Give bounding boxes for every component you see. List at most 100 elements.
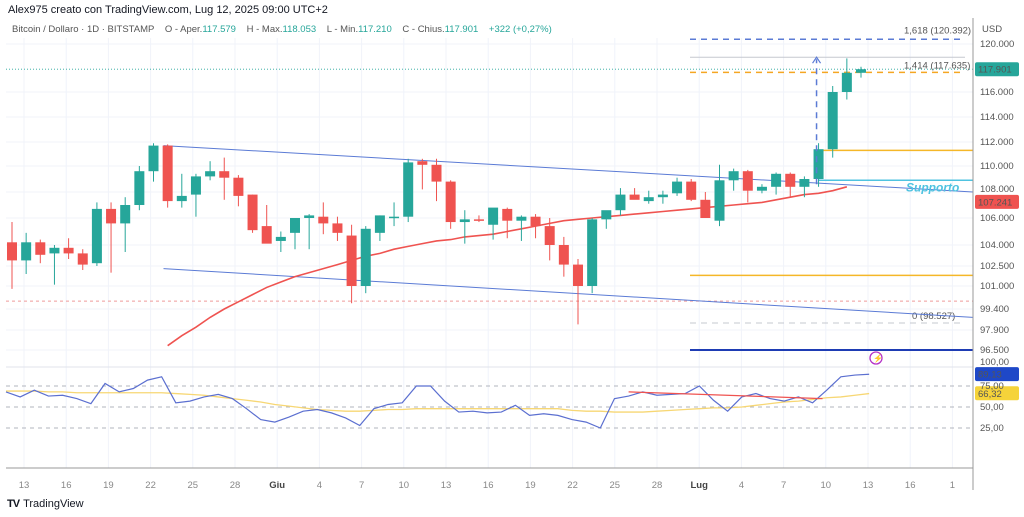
candle <box>756 184 767 194</box>
symbol-label[interactable]: Bitcoin / Dollaro · 1D · BITSTAMP <box>12 24 155 35</box>
candle <box>827 86 838 158</box>
time-tick-label: 10 <box>821 480 832 491</box>
time-tick-label: 25 <box>188 480 199 491</box>
time-tick-label: 19 <box>103 480 114 491</box>
candle <box>35 239 46 264</box>
candle-body <box>21 242 32 261</box>
candle-body <box>785 173 796 187</box>
candle-body <box>544 226 555 245</box>
price-tick-label: 96.500 <box>980 345 1009 356</box>
candle <box>374 215 385 241</box>
candle-body <box>346 235 357 286</box>
rsi-divergence-line <box>628 391 823 400</box>
candle <box>247 194 258 233</box>
candle <box>813 143 824 187</box>
candle-body <box>318 216 329 224</box>
candle-body <box>459 219 470 223</box>
candle-body <box>275 236 286 241</box>
candle-body <box>502 208 513 221</box>
candle-body <box>35 242 46 255</box>
candle <box>261 205 272 244</box>
candle-body <box>7 242 17 261</box>
candle <box>516 215 527 241</box>
rsi-value-badge-bg <box>975 367 1019 382</box>
candle-body <box>700 199 711 218</box>
candle-body <box>516 216 527 221</box>
support-label: Supporto <box>906 180 959 194</box>
upper-trendline <box>163 145 974 193</box>
high-label: H - Max. <box>246 24 283 35</box>
candle <box>403 158 414 223</box>
candle <box>134 166 145 211</box>
rsi-tick-label: 50,00 <box>980 402 1004 413</box>
candle-body <box>190 176 201 195</box>
candle-body <box>530 216 541 227</box>
candle-body <box>374 215 385 233</box>
price-levels: 1,618 (120.392) 1,414 (117.635) 0 (98.527) <box>6 25 973 351</box>
candle <box>629 188 640 200</box>
price-tick-label: 120.000 <box>980 39 1014 50</box>
time-tick-label: Giu <box>269 480 285 491</box>
price-tick-label: 106.000 <box>980 213 1014 224</box>
candle <box>601 210 612 229</box>
candle-body <box>304 215 315 218</box>
last-price-badge-bg <box>975 62 1019 77</box>
change-value: +322 (+0,27%) <box>488 24 552 35</box>
candle-body <box>756 186 767 191</box>
candle <box>275 231 286 252</box>
price-tick-label: 97.900 <box>980 325 1009 336</box>
candle-body <box>106 208 117 224</box>
tradingview-logo-text: TradingView <box>23 498 84 510</box>
last-price-badge: 117.901 <box>978 65 1012 76</box>
candle-body <box>488 207 499 225</box>
tradingview-logo-icon: TV <box>7 498 20 510</box>
time-tick-label: 13 <box>863 480 874 491</box>
candle <box>771 172 782 195</box>
close-value: 117.901 <box>444 24 479 35</box>
price-tick-label: 101.000 <box>980 281 1014 292</box>
candle <box>643 190 654 204</box>
candle-body <box>162 145 173 202</box>
candle-body <box>134 171 145 205</box>
candle-body <box>856 69 866 73</box>
time-tick-label: 22 <box>567 480 578 491</box>
candle-body <box>233 177 244 196</box>
candle <box>558 236 569 277</box>
candle-body <box>728 171 739 181</box>
lower-trendline <box>163 268 974 318</box>
candle-body <box>672 181 683 194</box>
candle-body <box>332 223 343 233</box>
candle-body <box>686 181 697 200</box>
ma-value-badge-bg <box>975 194 1019 209</box>
arrow-head-icon <box>812 56 822 64</box>
candle <box>148 143 159 182</box>
time-tick-label: 10 <box>399 480 410 491</box>
candle <box>742 169 753 203</box>
candle <box>445 180 456 229</box>
candle <box>360 226 371 294</box>
candle-body <box>91 208 102 264</box>
candle <box>841 58 852 100</box>
tradingview-logo[interactable]: TV TradingView <box>7 498 84 510</box>
candle <box>205 161 216 181</box>
candle <box>346 224 357 304</box>
rsi-tick-label: 75,00 <box>980 381 1004 392</box>
candle-body <box>799 179 810 187</box>
candle <box>389 202 400 227</box>
candle-body <box>742 171 753 191</box>
rsi-line <box>5 373 870 429</box>
time-axis: 13 16 19 22 25 28 Giu 4 7 10 13 16 19 22 25 28 Lug 4 7 10 13… <box>19 480 955 491</box>
time-tick-label: Lug <box>690 480 708 491</box>
candle <box>544 218 555 261</box>
fib-0-label: 0 (98.527) <box>912 311 955 322</box>
candle <box>162 144 173 208</box>
candle-body <box>558 245 569 265</box>
low-label: L - Min. <box>326 24 359 35</box>
time-tick-label: 28 <box>652 480 663 491</box>
rsi-pane: 89,13 66,32 100,00 75,00 50,00 25,00 <box>5 357 1019 469</box>
time-tick-label: 13 <box>441 480 452 491</box>
price-tick-label: 114.000 <box>980 112 1014 123</box>
price-tick-label: 99.400 <box>980 304 1009 315</box>
candle-body <box>657 194 668 198</box>
